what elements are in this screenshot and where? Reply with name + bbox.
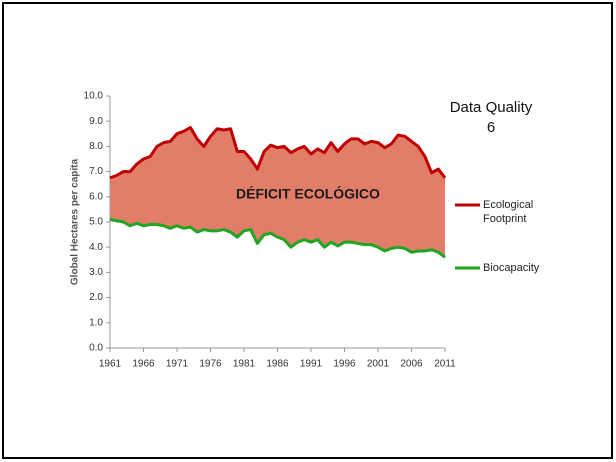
series-line xyxy=(109,126,447,180)
deficit-fill xyxy=(110,127,445,258)
annotation: DÉFICIT ECOLÓGICO xyxy=(236,185,380,202)
annotation: Data Quality xyxy=(450,99,533,116)
x-tick-label: 1996 xyxy=(333,359,356,370)
x-tick-label: 2006 xyxy=(400,359,423,370)
x-tick-label: 1991 xyxy=(300,359,323,370)
y-tick-label: 2.0 xyxy=(89,292,103,303)
y-tick-label: 10.0 xyxy=(84,91,104,102)
y-tick-label: 8.0 xyxy=(89,141,103,152)
y-tick-label: 0.0 xyxy=(89,343,103,354)
y-tick-label: 9.0 xyxy=(89,116,103,127)
annotation: 6 xyxy=(487,119,495,136)
y-tick-label: 3.0 xyxy=(89,267,103,278)
x-tick-label: 2001 xyxy=(367,359,390,370)
x-tick-label: 1971 xyxy=(166,359,189,370)
x-tick-label: 2011 xyxy=(434,359,456,370)
y-tick-label: 5.0 xyxy=(89,217,103,228)
series-line xyxy=(109,218,446,259)
legend-label: Biocapacity xyxy=(483,262,540,274)
x-tick-label: 1961 xyxy=(99,359,122,370)
y-tick-label: 4.0 xyxy=(89,242,103,253)
x-tick-label: 1966 xyxy=(132,359,155,370)
legend-label: Ecological Footprint xyxy=(483,199,534,225)
y-tick-label: 6.0 xyxy=(89,191,103,202)
x-tick-label: 1986 xyxy=(266,359,289,370)
x-tick-label: 1976 xyxy=(199,359,222,370)
y-tick-label: 7.0 xyxy=(89,166,103,177)
x-tick-label: 1981 xyxy=(233,359,256,370)
y-tick-label: 1.0 xyxy=(89,317,103,328)
y-axis-label: Global Hectares per capita xyxy=(70,158,81,285)
